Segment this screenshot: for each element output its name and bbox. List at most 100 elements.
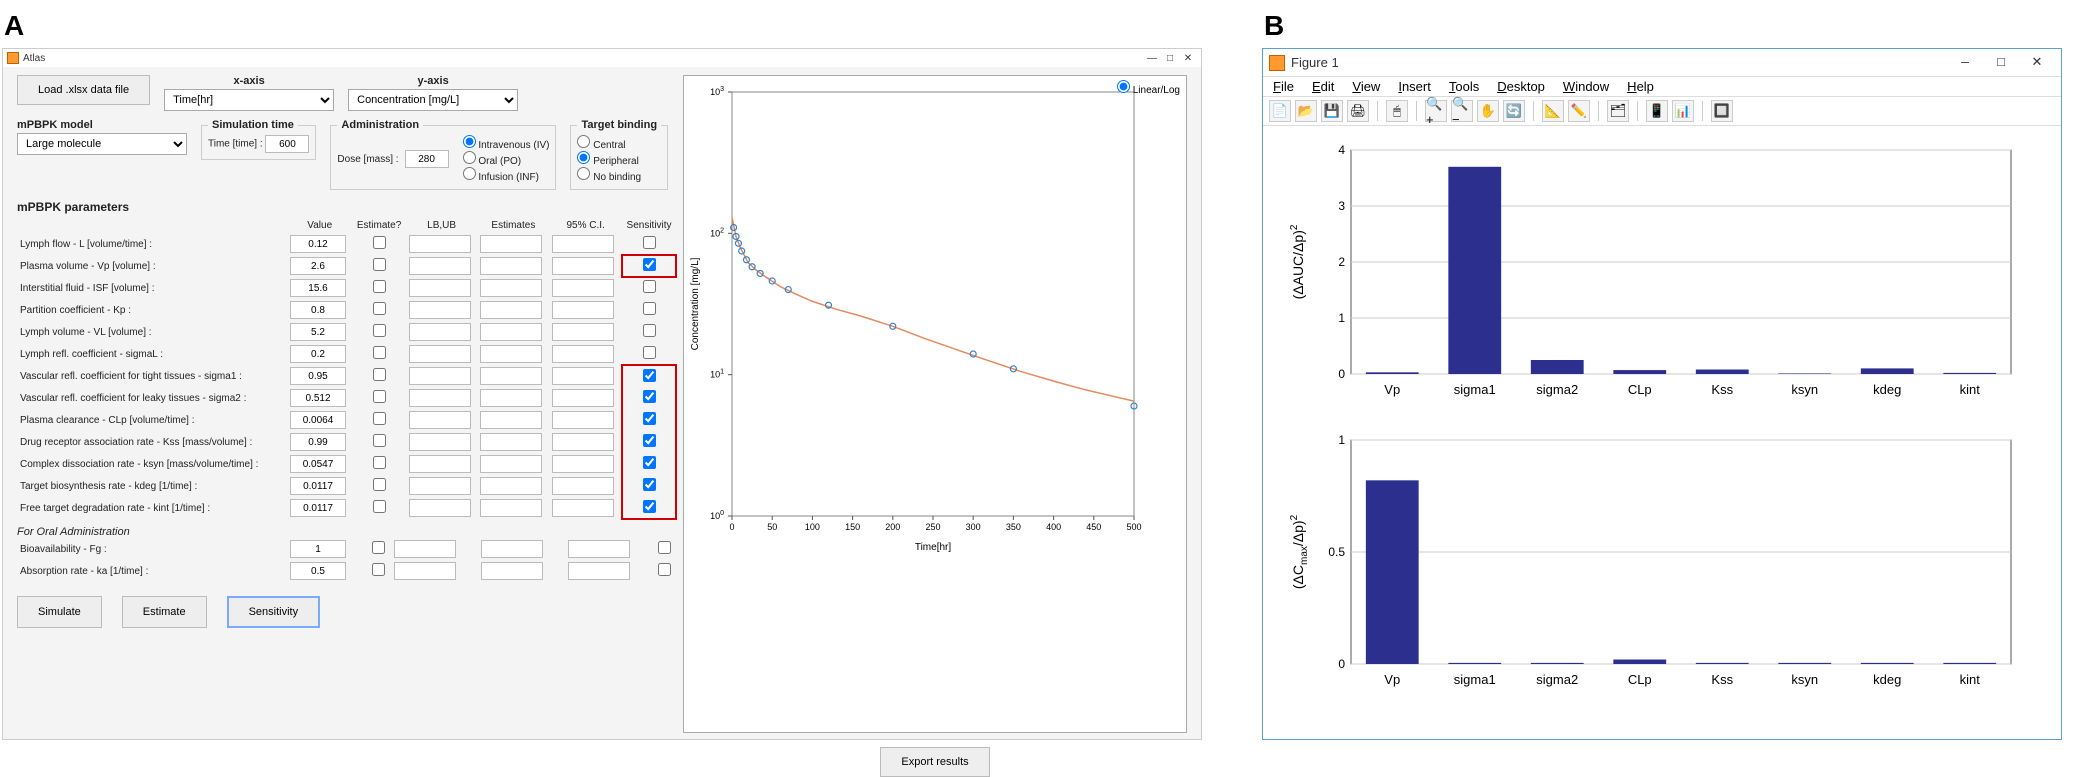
toolbar-icon[interactable]: 📐 (1542, 100, 1564, 122)
param-value-input[interactable] (290, 477, 346, 495)
param-value-input[interactable] (290, 345, 346, 363)
param-estimate-checkbox[interactable] (373, 478, 386, 491)
param-estimate-checkbox[interactable] (373, 412, 386, 425)
param-lbub-input[interactable] (409, 279, 471, 297)
admin-radio-0[interactable]: Intravenous (IV) (463, 140, 550, 151)
param-estimate-checkbox[interactable] (373, 500, 386, 513)
param-value-input[interactable] (290, 279, 346, 297)
toolbar-icon[interactable]: 🖱 (1386, 100, 1408, 122)
estimate-button[interactable]: Estimate (122, 596, 207, 628)
param-estimate-checkbox[interactable] (373, 368, 386, 381)
maximize-button[interactable]: □ (1161, 53, 1179, 64)
menu-window[interactable]: Window (1563, 79, 1609, 94)
toolbar-icon[interactable]: 📂 (1295, 100, 1317, 122)
param-value-input[interactable] (290, 433, 346, 451)
menu-insert[interactable]: Insert (1398, 79, 1431, 94)
param-sensitivity-checkbox[interactable] (643, 478, 656, 491)
param-sensitivity-checkbox[interactable] (643, 434, 656, 447)
param-value-input[interactable] (290, 499, 346, 517)
oral-param-value-input[interactable] (290, 562, 346, 580)
toolbar-icon[interactable]: 🔄 (1503, 100, 1525, 122)
fig-minimize-button[interactable]: — (1947, 49, 1983, 77)
param-estimate-checkbox[interactable] (373, 236, 386, 249)
param-sensitivity-checkbox[interactable] (643, 280, 656, 293)
menu-tools[interactable]: Tools (1449, 79, 1479, 94)
oral-param-estimate-checkbox[interactable] (372, 541, 385, 554)
fig-maximize-button[interactable]: □ (1983, 49, 2019, 77)
oral-param-value-input[interactable] (290, 540, 346, 558)
param-value-input[interactable] (290, 455, 346, 473)
param-estimate-checkbox[interactable] (373, 456, 386, 469)
param-estimate-checkbox[interactable] (373, 390, 386, 403)
param-sensitivity-checkbox[interactable] (643, 258, 656, 271)
scale-toggle[interactable]: Linear/Log (1117, 85, 1180, 96)
param-estimate-checkbox[interactable] (373, 324, 386, 337)
toolbar-icon[interactable]: 🗂 (1607, 100, 1629, 122)
param-value-input[interactable] (290, 367, 346, 385)
param-sensitivity-checkbox[interactable] (643, 390, 656, 403)
param-value-input[interactable] (290, 411, 346, 429)
dose-input[interactable] (405, 150, 449, 168)
menu-file[interactable]: File (1273, 79, 1294, 94)
menu-help[interactable]: Help (1627, 79, 1654, 94)
param-sensitivity-checkbox[interactable] (643, 302, 656, 315)
param-sensitivity-checkbox[interactable] (643, 456, 656, 469)
admin-radio-2[interactable]: Infusion (INF) (463, 172, 539, 183)
param-estimate-checkbox[interactable] (373, 346, 386, 359)
load-data-button[interactable]: Load .xlsx data file (17, 75, 150, 105)
simulation-time-input[interactable] (265, 135, 309, 153)
toolbar-icon[interactable]: 🔍− (1451, 100, 1473, 122)
toolbar-icon[interactable]: ✋ (1477, 100, 1499, 122)
param-value-input[interactable] (290, 389, 346, 407)
target-binding-radio-0[interactable]: Central (577, 140, 625, 151)
toolbar-icon[interactable]: 💾 (1321, 100, 1343, 122)
param-lbub-input[interactable] (409, 235, 471, 253)
param-lbub-input[interactable] (409, 345, 471, 363)
param-sensitivity-checkbox[interactable] (643, 236, 656, 249)
param-lbub-input[interactable] (409, 433, 471, 451)
param-lbub-input[interactable] (409, 389, 471, 407)
param-sensitivity-checkbox[interactable] (643, 500, 656, 513)
param-estimate-checkbox[interactable] (373, 258, 386, 271)
toolbar-icon[interactable]: 📄 (1269, 100, 1291, 122)
param-sensitivity-checkbox[interactable] (643, 324, 656, 337)
close-button[interactable]: ✕ (1179, 53, 1197, 64)
param-value-input[interactable] (290, 301, 346, 319)
param-estimate-checkbox[interactable] (373, 434, 386, 447)
param-lbub-input[interactable] (409, 301, 471, 319)
x-axis-select[interactable]: Time[hr] (164, 89, 334, 111)
y-axis-select[interactable]: Concentration [mg/L] (348, 89, 518, 111)
param-estimate-checkbox[interactable] (373, 280, 386, 293)
sensitivity-button[interactable]: Sensitivity (227, 596, 321, 628)
param-lbub-input[interactable] (409, 411, 471, 429)
param-lbub-input[interactable] (409, 477, 471, 495)
admin-radio-1[interactable]: Oral (PO) (463, 156, 522, 167)
param-value-input[interactable] (290, 235, 346, 253)
simulate-button[interactable]: Simulate (17, 596, 102, 628)
menu-desktop[interactable]: Desktop (1497, 79, 1545, 94)
param-sensitivity-checkbox[interactable] (643, 412, 656, 425)
toolbar-icon[interactable]: 🖨 (1347, 100, 1369, 122)
param-lbub-input[interactable] (409, 323, 471, 341)
oral-param-estimate-checkbox[interactable] (372, 563, 385, 576)
toolbar-icon[interactable]: 📊 (1672, 100, 1694, 122)
param-sensitivity-checkbox[interactable] (643, 369, 656, 382)
target-binding-radio-2[interactable]: No binding (577, 172, 641, 183)
toolbar-icon[interactable]: ✏️ (1568, 100, 1590, 122)
oral-param-sensitivity-checkbox[interactable] (658, 541, 671, 554)
menu-edit[interactable]: Edit (1312, 79, 1334, 94)
param-lbub-input[interactable] (409, 367, 471, 385)
oral-param-sensitivity-checkbox[interactable] (658, 563, 671, 576)
param-value-input[interactable] (290, 257, 346, 275)
target-binding-radio-1[interactable]: Peripheral (577, 156, 638, 167)
param-lbub-input[interactable] (409, 499, 471, 517)
param-sensitivity-checkbox[interactable] (643, 346, 656, 359)
toolbar-icon[interactable]: 🔍+ (1425, 100, 1447, 122)
export-results-button[interactable]: Export results (880, 747, 989, 777)
param-lbub-input[interactable] (409, 257, 471, 275)
mpbpk-model-select[interactable]: Large molecule (17, 133, 187, 155)
param-value-input[interactable] (290, 323, 346, 341)
param-lbub-input[interactable] (409, 455, 471, 473)
fig-close-button[interactable]: ✕ (2019, 49, 2055, 77)
param-estimate-checkbox[interactable] (373, 302, 386, 315)
